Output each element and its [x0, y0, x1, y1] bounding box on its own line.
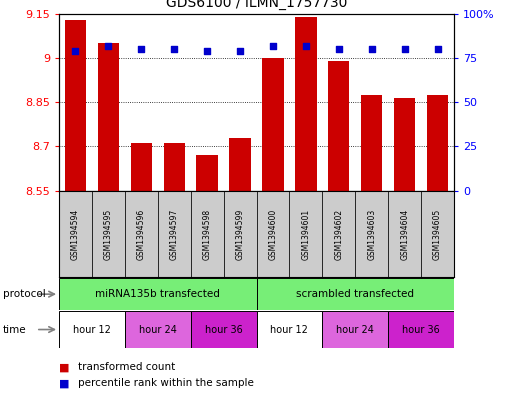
- Bar: [65, 20, 86, 191]
- Bar: [131, 143, 152, 191]
- Point: [71, 48, 80, 54]
- Bar: [191, 311, 256, 348]
- Bar: [427, 95, 448, 191]
- Point: [269, 42, 277, 49]
- Bar: [322, 311, 388, 348]
- Text: miRNA135b transfected: miRNA135b transfected: [95, 289, 220, 299]
- Text: GSM1394601: GSM1394601: [301, 209, 310, 260]
- Point: [302, 42, 310, 49]
- Point: [137, 46, 145, 52]
- Bar: [191, 191, 224, 277]
- Text: hour 24: hour 24: [337, 325, 374, 334]
- Point: [203, 48, 211, 54]
- Bar: [328, 61, 349, 191]
- Bar: [361, 95, 382, 191]
- Bar: [164, 143, 185, 191]
- Text: GSM1394600: GSM1394600: [268, 209, 278, 260]
- Text: GSM1394598: GSM1394598: [203, 209, 212, 260]
- Bar: [256, 311, 322, 348]
- Text: protocol: protocol: [3, 289, 45, 299]
- Bar: [59, 311, 125, 348]
- Text: GSM1394604: GSM1394604: [400, 209, 409, 260]
- Bar: [196, 155, 218, 191]
- Point: [368, 46, 376, 52]
- Text: GSM1394603: GSM1394603: [367, 209, 376, 260]
- Bar: [355, 191, 388, 277]
- Point: [170, 46, 179, 52]
- Text: percentile rank within the sample: percentile rank within the sample: [78, 378, 254, 388]
- Bar: [262, 58, 284, 191]
- Bar: [289, 191, 322, 277]
- Text: GSM1394605: GSM1394605: [433, 209, 442, 260]
- Bar: [224, 191, 256, 277]
- Text: GSM1394599: GSM1394599: [235, 209, 245, 260]
- Text: GSM1394596: GSM1394596: [137, 209, 146, 260]
- Point: [236, 48, 244, 54]
- Text: GSM1394597: GSM1394597: [170, 209, 179, 260]
- Text: time: time: [3, 325, 26, 334]
- Text: hour 36: hour 36: [402, 325, 440, 334]
- Bar: [92, 191, 125, 277]
- Bar: [59, 191, 92, 277]
- Bar: [421, 191, 454, 277]
- Bar: [256, 191, 289, 277]
- Bar: [322, 191, 355, 277]
- Point: [401, 46, 409, 52]
- Text: GSM1394595: GSM1394595: [104, 209, 113, 260]
- Bar: [125, 191, 158, 277]
- Text: hour 36: hour 36: [205, 325, 243, 334]
- Text: hour 12: hour 12: [270, 325, 308, 334]
- Bar: [59, 278, 256, 310]
- Text: GSM1394602: GSM1394602: [334, 209, 343, 260]
- Bar: [158, 191, 191, 277]
- Text: ■: ■: [59, 362, 69, 373]
- Title: GDS6100 / ILMN_1757730: GDS6100 / ILMN_1757730: [166, 0, 347, 10]
- Text: hour 12: hour 12: [73, 325, 111, 334]
- Text: hour 24: hour 24: [139, 325, 176, 334]
- Bar: [125, 311, 191, 348]
- Bar: [394, 98, 416, 191]
- Bar: [97, 43, 119, 191]
- Bar: [388, 191, 421, 277]
- Text: transformed count: transformed count: [78, 362, 176, 373]
- Text: ■: ■: [59, 378, 69, 388]
- Point: [104, 42, 112, 49]
- Text: scrambled transfected: scrambled transfected: [296, 289, 415, 299]
- Point: [334, 46, 343, 52]
- Bar: [295, 17, 317, 191]
- Bar: [229, 138, 251, 191]
- Text: GSM1394594: GSM1394594: [71, 209, 80, 260]
- Bar: [388, 311, 454, 348]
- Point: [433, 46, 442, 52]
- Bar: [256, 278, 454, 310]
